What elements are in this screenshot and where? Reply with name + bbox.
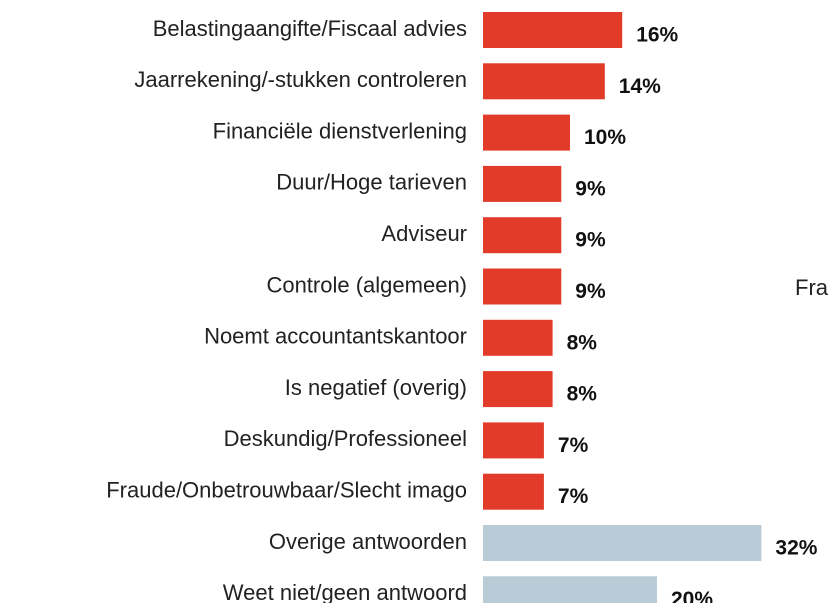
bar: [483, 371, 553, 408]
category-label: Belastingaangifte/Fiscaal advies: [153, 16, 467, 41]
bar: [483, 473, 544, 510]
bar: [483, 268, 562, 305]
value-label: 8%: [567, 383, 598, 406]
value-label: 7%: [558, 434, 589, 457]
bar: [483, 63, 605, 100]
category-label: Jaarrekening/-stukken controleren: [134, 67, 467, 92]
category-label: Is negatief (overig): [285, 375, 467, 400]
category-label: Deskundig/Professioneel: [224, 426, 467, 451]
value-label: 20%: [671, 588, 713, 603]
bar: [483, 319, 553, 356]
category-label: Duur/Hoge tarieven: [276, 170, 467, 195]
value-label: 9%: [575, 280, 606, 303]
value-label: 9%: [575, 177, 606, 200]
annotation: Fra: [795, 275, 829, 300]
value-label: 8%: [567, 331, 598, 354]
bar: [483, 114, 570, 151]
value-label: 16%: [636, 24, 678, 47]
bar: [483, 422, 544, 459]
bar: [483, 165, 562, 202]
bar: [483, 525, 762, 561]
value-label: 14%: [619, 75, 661, 98]
value-label: 7%: [558, 485, 589, 508]
bar: [483, 217, 562, 254]
value-label: 10%: [584, 126, 626, 149]
category-label: Fraude/Onbetrouwbaar/Slecht imago: [106, 478, 467, 503]
category-label: Controle (algemeen): [266, 272, 467, 297]
value-label: 9%: [575, 229, 606, 252]
category-label: Weet niet/geen antwoord: [223, 580, 467, 603]
bar: [483, 576, 657, 603]
category-label: Financiële dienstverlening: [213, 118, 467, 143]
category-label: Overige antwoorden: [269, 529, 467, 554]
bar: [483, 12, 623, 48]
category-label: Noemt accountantskantoor: [204, 324, 467, 349]
category-label: Adviseur: [381, 221, 467, 246]
value-label: 32%: [775, 537, 817, 560]
